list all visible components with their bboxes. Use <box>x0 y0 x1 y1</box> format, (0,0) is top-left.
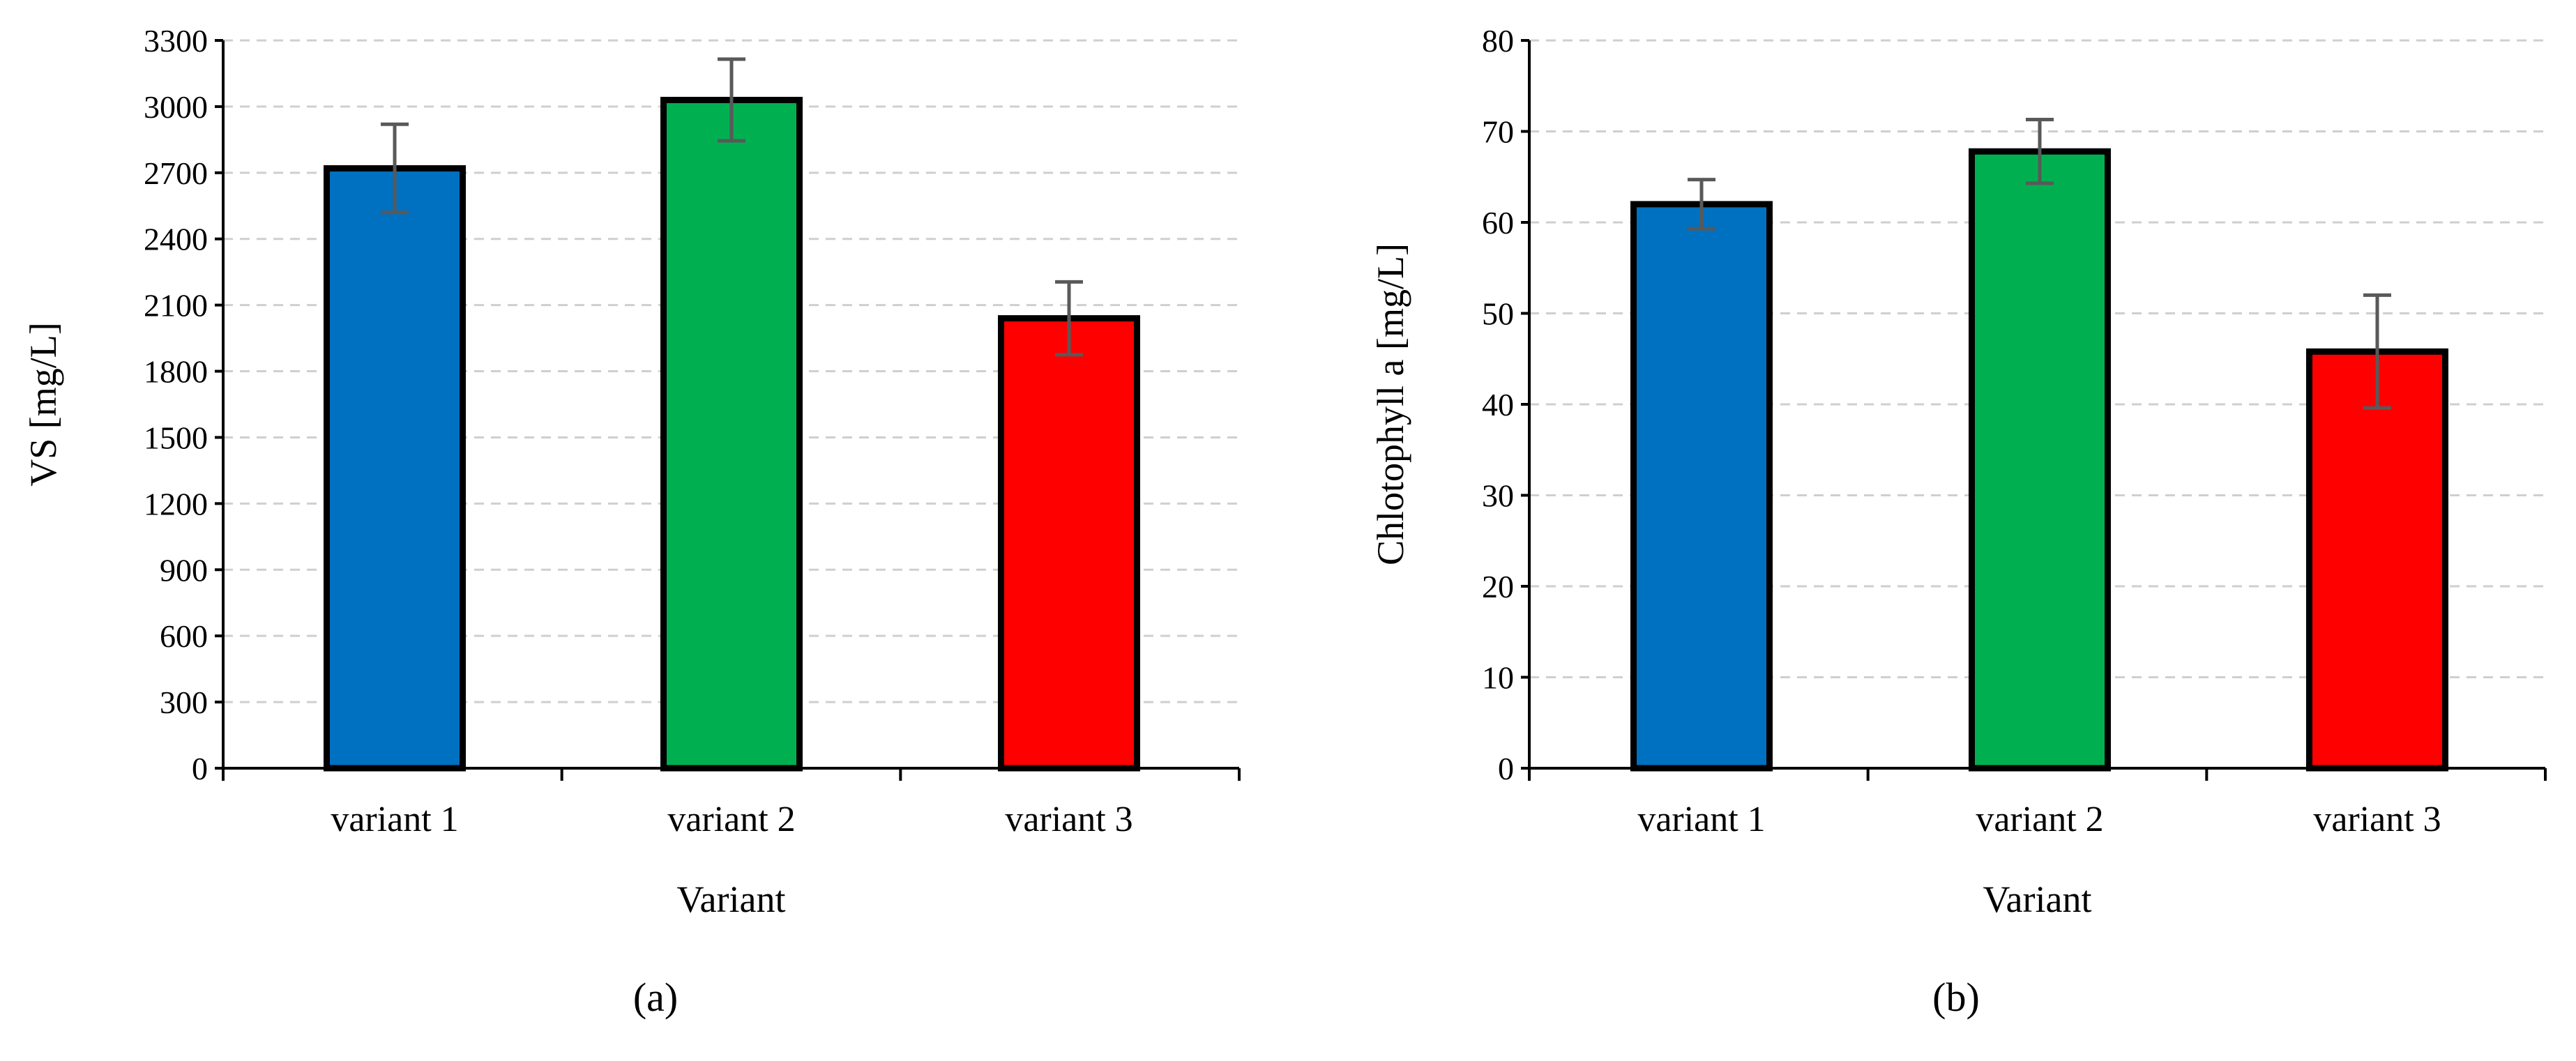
y-tick-label: 3300 <box>144 23 208 59</box>
bar-variant-2 <box>660 96 803 772</box>
y-tick-label: 3000 <box>144 89 208 125</box>
bar-variant-2 <box>1969 148 2111 772</box>
y-tick-label: 50 <box>1482 296 1514 332</box>
panel-label: (b) <box>1932 975 1980 1020</box>
y-tick-label: 1200 <box>144 486 208 521</box>
y-tick-label: 60 <box>1482 205 1514 241</box>
y-tick-label: 1500 <box>144 420 208 455</box>
y-tick-label: 900 <box>160 552 208 588</box>
y-tick-label: 2100 <box>144 288 208 323</box>
bar-variant-1 <box>324 165 466 772</box>
y-tick-label: 600 <box>160 618 208 654</box>
y-axis-title: VS [mg/L] <box>22 322 64 487</box>
x-axis-title: Variant <box>1983 878 2092 920</box>
x-category-label: variant 2 <box>667 800 795 839</box>
chart-panel-a: 0 300 600 900 1200 1500 1800 2100 2400 2700 3000 33… <box>22 23 1241 1020</box>
y-tick-label: 80 <box>1482 23 1514 59</box>
y-tick-label: 40 <box>1482 387 1514 422</box>
y-tick-label: 70 <box>1482 114 1514 150</box>
bar-variant-1 <box>1630 201 1773 772</box>
bar-variant-3 <box>998 315 1140 772</box>
y-tick-label: 30 <box>1482 478 1514 514</box>
y-tick-label: 300 <box>160 685 208 720</box>
y-tick-label: 10 <box>1482 660 1514 696</box>
x-category-label: variant 3 <box>2313 800 2441 839</box>
x-category-label: variant 2 <box>1976 800 2103 839</box>
bar-variant-3 <box>2306 348 2448 772</box>
panel-label: (a) <box>633 975 678 1020</box>
y-tick-label: 1800 <box>144 354 208 390</box>
y-tick-label: 2400 <box>144 222 208 257</box>
y-tick-label: 20 <box>1482 569 1514 604</box>
chart-panel-b: 0 10 20 30 40 50 60 70 80 variant 1 variant 2 varia… <box>1370 23 2547 1020</box>
y-tick-label: 0 <box>192 751 208 786</box>
x-category-label: variant 3 <box>1005 800 1132 839</box>
x-category-label: variant 1 <box>331 800 458 839</box>
y-tick-label: 2700 <box>144 155 208 191</box>
x-category-label: variant 1 <box>1637 800 1765 839</box>
y-tick-label: 0 <box>1498 751 1514 786</box>
x-axis-title: Variant <box>677 878 786 920</box>
y-axis-title: Chlotophyll a [mg/L] <box>1370 243 1411 565</box>
